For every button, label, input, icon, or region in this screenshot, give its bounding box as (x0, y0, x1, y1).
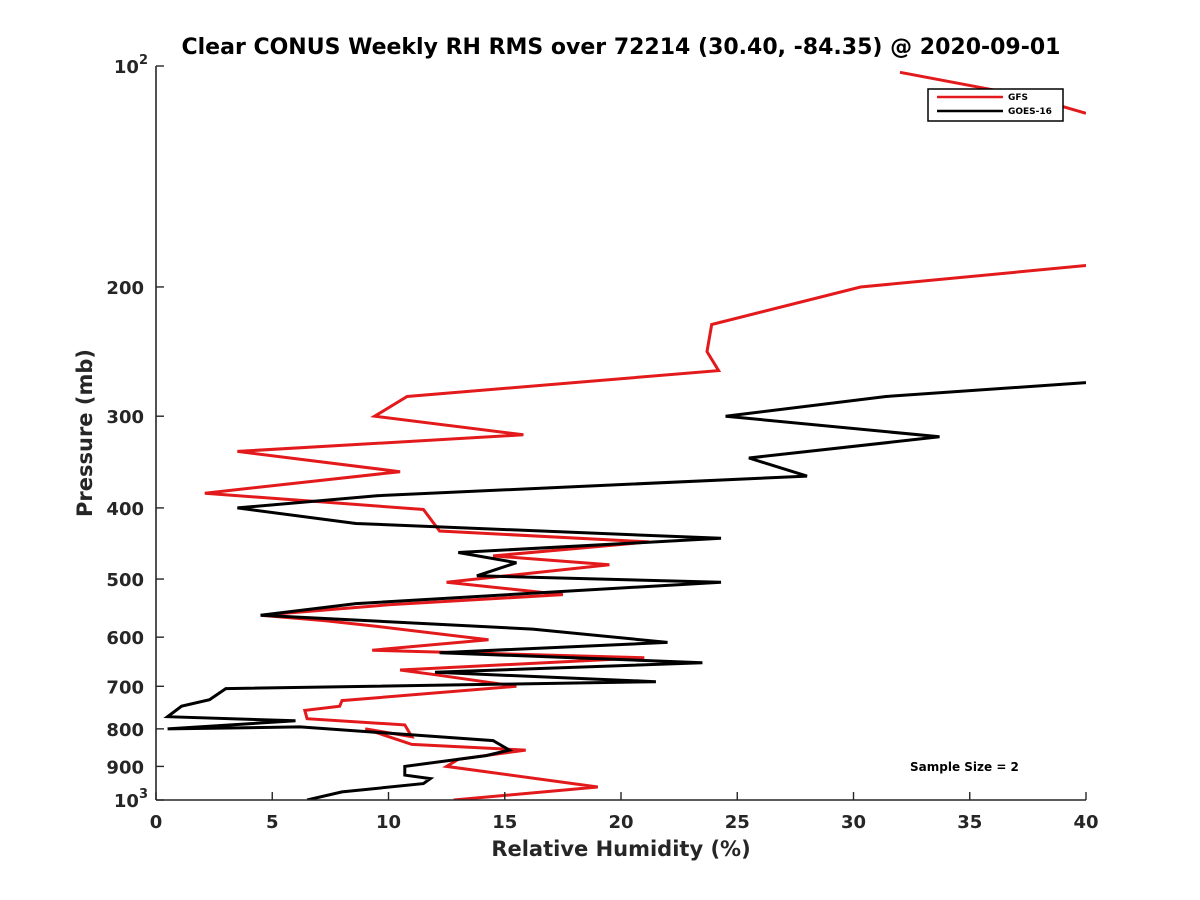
y-tick-label: 500 (106, 570, 144, 591)
legend-label-goes16: GOES-16 (1008, 107, 1052, 117)
sample-size-annotation: Sample Size = 2 (910, 760, 1019, 774)
y-axis-label: Pressure (mb) (73, 349, 97, 517)
series-line-goes16 (163, 381, 1086, 800)
x-tick-label: 35 (957, 812, 982, 833)
legend-label-gfs: GFS (1008, 93, 1028, 103)
x-tick-label: 10 (376, 812, 401, 833)
y-tick-label: 800 (106, 720, 144, 741)
y-tick-label: 700 (106, 677, 144, 698)
legend-box (927, 88, 1064, 122)
x-ticks: 0 5 10 15 20 25 30 35 40 (150, 792, 1099, 833)
y-tick-label: 600 (106, 628, 144, 649)
legend: GFS GOES-16 (927, 88, 1064, 122)
x-axis-label: Relative Humidity (%) (491, 837, 750, 861)
x-tick-label: 40 (1073, 812, 1098, 833)
y-ticks: 102 200 300 400 500 600 700 800 900 103 (106, 53, 164, 812)
y-tick-label: 900 (106, 757, 144, 778)
chart-title: Clear CONUS Weekly RH RMS over 72214 (30… (182, 35, 1061, 60)
x-tick-label: 20 (608, 812, 633, 833)
x-tick-label: 30 (841, 812, 866, 833)
y-tick-label: 400 (106, 499, 144, 520)
x-tick-label: 0 (150, 812, 163, 833)
x-tick-label: 25 (725, 812, 750, 833)
x-tick-label: 15 (492, 812, 517, 833)
x-tick-label: 5 (266, 812, 279, 833)
y-tick-label: 300 (106, 407, 144, 428)
y-tick-label: 200 (106, 278, 144, 299)
y-tick-label: 102 (114, 53, 148, 78)
y-tick-label: 103 (114, 787, 148, 812)
